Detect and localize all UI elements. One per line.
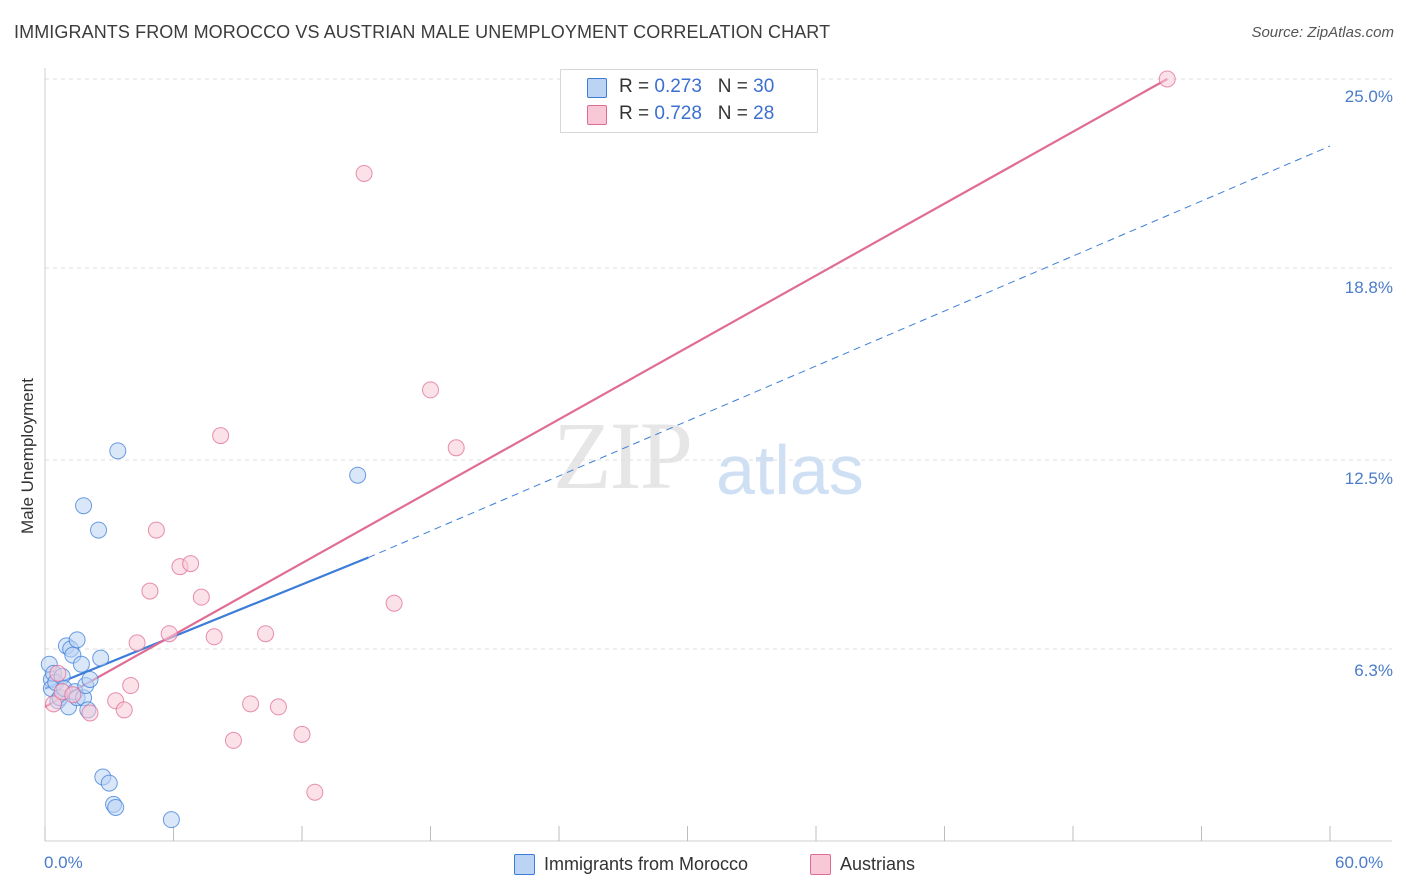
austrians-point <box>81 704 99 722</box>
legend-swatch-blue <box>514 854 535 875</box>
austrians-point <box>128 634 146 652</box>
chart-title: IMMIGRANTS FROM MOROCCO VS AUSTRIAN MALE… <box>14 22 831 42</box>
austrians-point <box>269 698 287 716</box>
austrians-point <box>49 664 67 682</box>
y-tick-label: 6.3% <box>1354 661 1393 680</box>
austrians-point <box>422 381 439 399</box>
stats-legend: R = 0.273 N = 30 R = 0.728 N = 28 <box>560 69 818 133</box>
morocco-point <box>107 798 125 816</box>
legend-label: Austrians <box>840 854 916 874</box>
austrians-trend-line <box>44 78 1168 708</box>
morocco-point <box>75 497 93 515</box>
legend-swatch-pink <box>810 854 831 875</box>
austrians-point <box>45 695 63 713</box>
axes <box>44 68 1392 842</box>
austrians-point <box>355 164 373 182</box>
morocco-point <box>68 631 86 649</box>
austrians-point <box>115 701 133 719</box>
austrians-point <box>182 555 200 573</box>
austrians-point <box>385 594 403 612</box>
n-label: N = <box>717 76 754 97</box>
austrians-point <box>122 677 140 695</box>
morocco-point <box>90 521 108 539</box>
data-points <box>40 70 1176 829</box>
y-tick-label: 25.0% <box>1344 87 1393 106</box>
austrians-point <box>306 783 324 801</box>
austrians-point <box>242 695 260 713</box>
r-value: 0.273 <box>654 76 702 97</box>
morocco-point <box>72 655 90 673</box>
austrians-point <box>293 725 311 743</box>
r-label: R = <box>619 76 655 97</box>
morocco-point <box>92 649 110 667</box>
r-value: 0.728 <box>654 103 702 124</box>
x-tick-label: 60.0% <box>1335 853 1384 872</box>
austrians-point <box>1158 70 1176 88</box>
austrians-point <box>64 686 82 704</box>
n-value: 30 <box>753 76 775 97</box>
austrians-point <box>205 628 223 646</box>
austrians-point <box>141 582 159 600</box>
morocco-point <box>109 442 127 460</box>
n-label: N = <box>717 103 754 124</box>
austrians-point <box>147 521 165 539</box>
gridlines <box>45 78 1392 650</box>
r-label: R = <box>619 103 655 124</box>
morocco-point <box>349 466 367 484</box>
legend-swatch-blue <box>587 78 607 98</box>
morocco-trend-line <box>368 145 1331 558</box>
trend-lines <box>44 78 1331 708</box>
legend-swatch-pink <box>587 105 607 125</box>
y-tick-label: 12.5% <box>1344 469 1393 488</box>
austrians-point <box>257 625 275 643</box>
y-axis-label: Male Unemployment <box>18 378 37 534</box>
morocco-point <box>100 774 118 792</box>
y-tick-label: 18.8% <box>1344 278 1393 297</box>
morocco-trend-line <box>44 556 369 690</box>
austrians-point <box>192 588 210 606</box>
watermark-atlas: atlas <box>716 431 864 509</box>
austrians-point <box>212 427 230 445</box>
watermark-zip: ZIP <box>553 402 693 509</box>
austrians-point <box>224 731 242 749</box>
x-tick-label: 0.0% <box>44 853 83 872</box>
source-label: Source: ZipAtlas.com <box>1251 24 1394 41</box>
n-value: 28 <box>753 103 775 124</box>
austrians-point <box>447 439 465 457</box>
legend-label: Immigrants from Morocco <box>544 854 749 874</box>
morocco-point <box>81 670 99 688</box>
austrians-point <box>160 625 178 643</box>
morocco-point <box>162 811 180 829</box>
